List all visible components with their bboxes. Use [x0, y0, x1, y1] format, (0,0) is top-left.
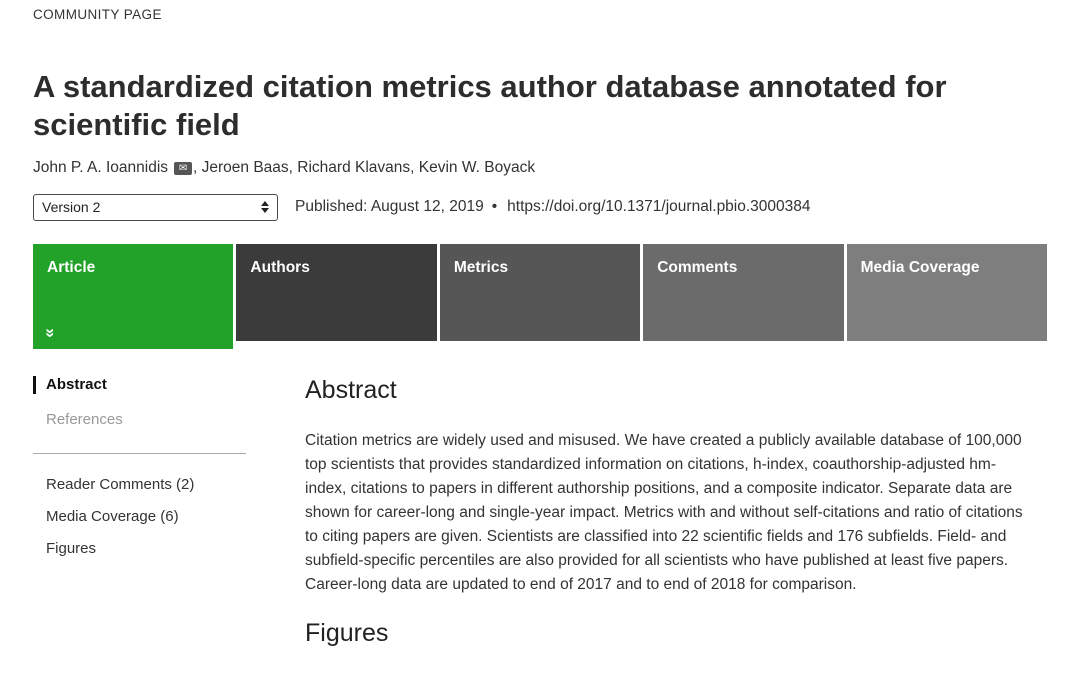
- tab-article-label: Article: [47, 258, 96, 276]
- figures-heading: Figures: [305, 618, 389, 647]
- author-list: John P. A. Ioannidis ✉, Jeroen Baas, Rich…: [33, 159, 1047, 177]
- content-area: Abstract References Reader Comments (2) …: [33, 375, 1047, 648]
- author-separator: ,: [288, 158, 298, 176]
- article-page: COMMUNITY PAGE A standardized citation m…: [33, 7, 1048, 648]
- author-separator: ,: [193, 158, 202, 176]
- sidebar-item-reader-comments[interactable]: Reader Comments (2): [46, 475, 195, 493]
- author-link[interactable]: Richard Klavans: [297, 158, 411, 176]
- abstract-heading: Abstract: [305, 375, 397, 404]
- tab-media-coverage[interactable]: Media Coverage: [846, 243, 1048, 341]
- email-icon[interactable]: ✉: [174, 161, 193, 175]
- expand-chevrons-icon[interactable]: »: [41, 327, 61, 338]
- sidebar-item-abstract[interactable]: Abstract: [33, 375, 246, 394]
- author-link[interactable]: Jeroen Baas: [201, 158, 289, 176]
- tab-bar: Article » Authors Metrics Comments Media…: [33, 243, 1048, 349]
- bullet-separator: •: [491, 198, 498, 216]
- abstract-text: Citation metrics are widely used and mis…: [305, 431, 1023, 593]
- author-link[interactable]: John P. A. Ioannidis: [33, 158, 169, 176]
- select-arrows-icon: [261, 201, 269, 214]
- sidebar-item-figures[interactable]: Figures: [46, 539, 97, 557]
- tab-media-coverage-label: Media Coverage: [860, 258, 980, 276]
- article-sidebar: Abstract References Reader Comments (2) …: [33, 375, 246, 648]
- meta-row: Version 2 Published: August 12, 2019 • h…: [33, 193, 1047, 221]
- tab-metrics[interactable]: Metrics: [439, 243, 641, 341]
- version-select[interactable]: Version 2: [33, 193, 278, 221]
- tab-metrics-label: Metrics: [453, 258, 509, 276]
- version-select-value: Version 2: [42, 199, 101, 216]
- page-title: A standardized citation metrics author d…: [33, 69, 947, 142]
- tab-authors[interactable]: Authors: [236, 243, 437, 341]
- tab-authors-label: Authors: [250, 258, 310, 276]
- published-date: Published: August 12, 2019: [295, 198, 484, 216]
- sidebar-item-media-coverage[interactable]: Media Coverage (6): [46, 507, 179, 525]
- article-type-kicker: COMMUNITY PAGE: [33, 7, 162, 22]
- tab-comments[interactable]: Comments: [643, 243, 844, 341]
- sidebar-item-references[interactable]: References: [46, 410, 123, 428]
- article-body: Abstract Citation metrics are widely use…: [305, 376, 1035, 648]
- doi-link[interactable]: https://doi.org/10.1371/journal.pbio.300…: [507, 198, 811, 216]
- author-link[interactable]: Kevin W. Boyack: [418, 158, 536, 176]
- tab-comments-label: Comments: [657, 258, 738, 276]
- tab-article[interactable]: Article »: [33, 243, 234, 349]
- author-separator: ,: [410, 158, 419, 176]
- sidebar-divider: [33, 452, 246, 454]
